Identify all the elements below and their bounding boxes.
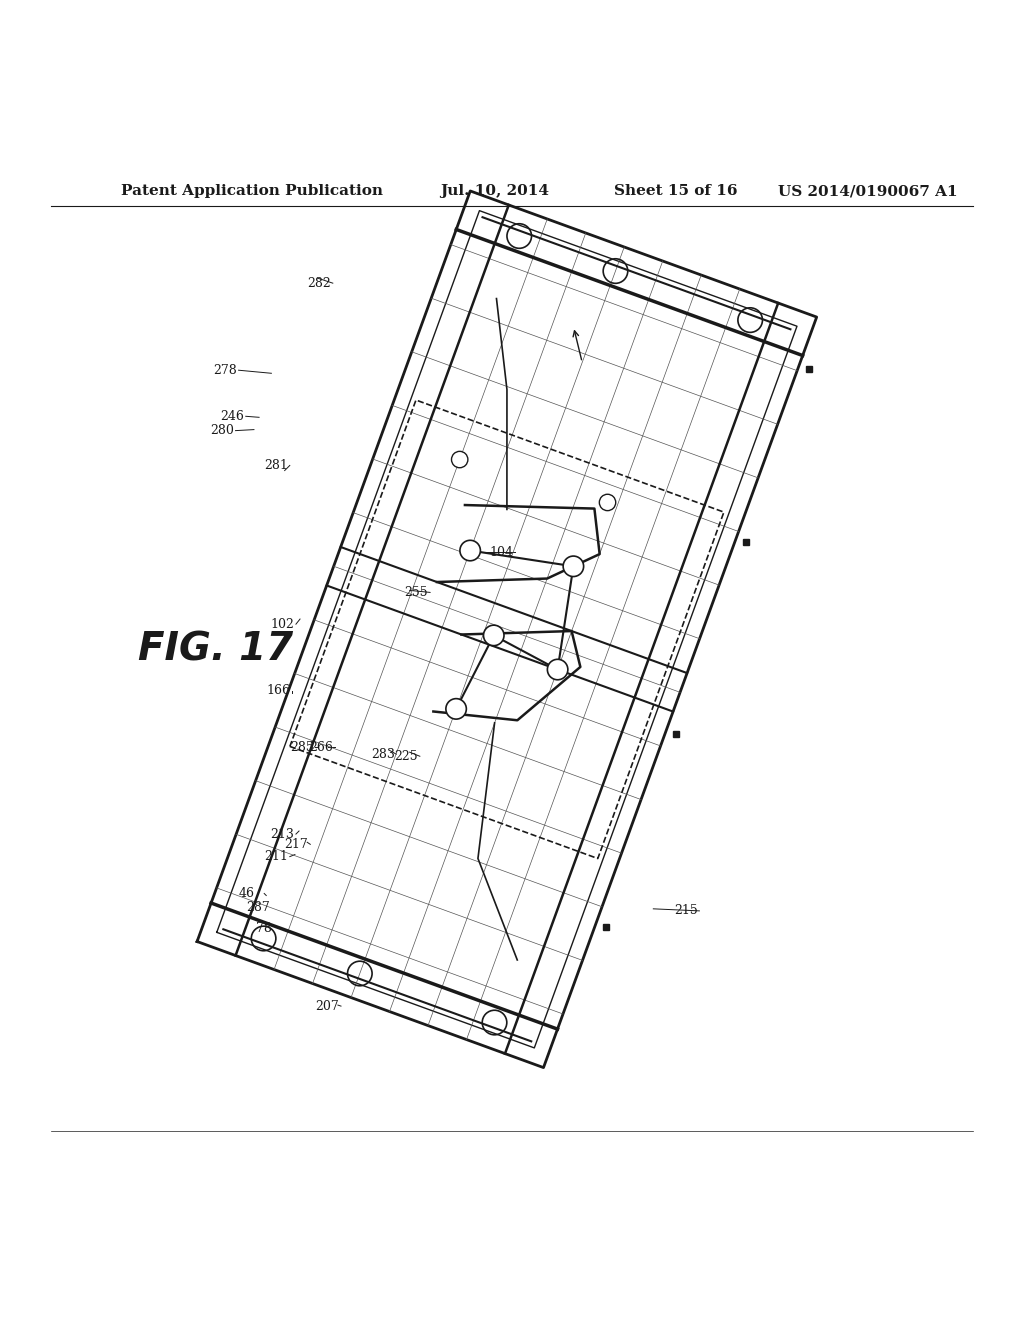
Text: 266: 266 [309,741,333,754]
Text: 255: 255 [404,586,428,599]
Text: Patent Application Publication: Patent Application Publication [121,183,383,198]
Text: 280: 280 [210,424,233,437]
Text: 78: 78 [256,921,272,935]
Text: 104: 104 [489,546,513,558]
Text: 213: 213 [270,828,294,841]
Text: 225: 225 [394,750,418,763]
Text: 46: 46 [239,887,255,900]
Text: 102: 102 [270,618,294,631]
Circle shape [599,494,615,511]
Text: 215: 215 [674,904,697,917]
Text: 278: 278 [213,364,237,376]
Text: US 2014/0190067 A1: US 2014/0190067 A1 [778,183,957,198]
Text: Jul. 10, 2014: Jul. 10, 2014 [440,183,549,198]
Text: 211: 211 [264,850,288,863]
Text: 217: 217 [285,838,308,851]
Text: 282: 282 [307,277,331,289]
Circle shape [483,626,504,645]
Circle shape [460,540,480,561]
Text: 283: 283 [371,747,394,760]
Text: FIG. 17: FIG. 17 [138,631,293,669]
Circle shape [563,556,584,577]
Circle shape [452,451,468,467]
Text: 207: 207 [315,999,339,1012]
Text: Sheet 15 of 16: Sheet 15 of 16 [614,183,738,198]
Text: 281: 281 [264,459,288,473]
Text: 166: 166 [266,684,290,697]
Circle shape [445,698,466,719]
Circle shape [548,659,568,680]
Text: 246: 246 [220,409,244,422]
Text: 285: 285 [290,741,313,754]
Text: 287: 287 [246,902,269,915]
